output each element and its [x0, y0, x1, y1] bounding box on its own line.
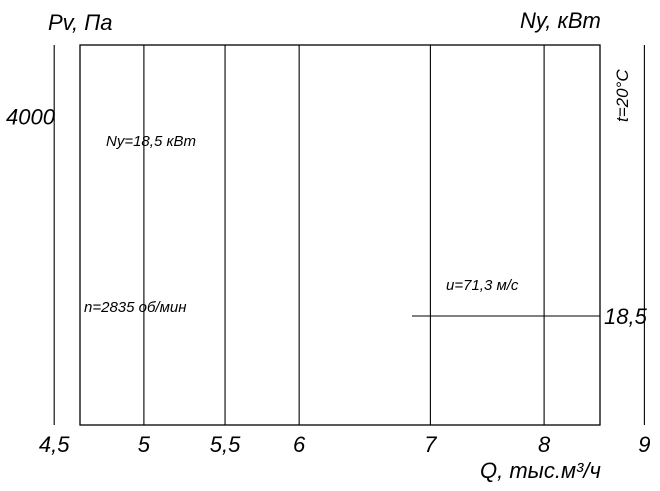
- x-axis-title: Q, тыс.м³/ч: [480, 458, 601, 483]
- y-axis-title: Pv, Па: [48, 10, 112, 35]
- x-tick-label: 9: [638, 432, 650, 457]
- plot-frame: [79, 44, 601, 426]
- grid: 44,555,56789107000600050004000: [6, 44, 651, 457]
- x-tick-label: 8: [538, 432, 551, 457]
- x-tick-label: 5: [138, 432, 151, 457]
- speed-label: n=2835 об/мин: [84, 299, 186, 316]
- x-tick-label: 4,5: [39, 432, 70, 457]
- power-label: Ny=18,5 кВт: [106, 133, 196, 150]
- velocity-label: u=71,3 м/с: [446, 277, 519, 294]
- power-axis-title: Ny, кВт: [520, 8, 601, 33]
- x-tick-label: 5,5: [210, 432, 241, 457]
- power-tick-label: 18,5: [604, 304, 648, 329]
- x-tick-label: 6: [293, 432, 306, 457]
- labels: Pv, Па Ny, кВт Q, тыс.м³/ч t=20°C n=2835…: [48, 8, 648, 483]
- y-tick-label: 4000: [6, 104, 56, 129]
- temperature-label: t=20°C: [613, 69, 632, 122]
- x-tick-label: 7: [424, 432, 437, 457]
